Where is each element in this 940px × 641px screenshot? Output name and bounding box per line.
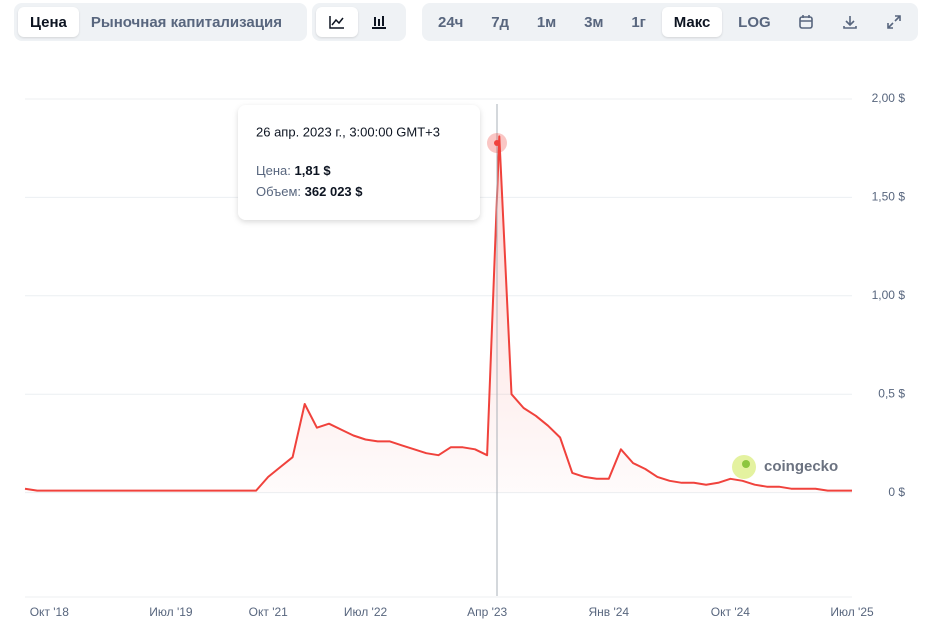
tooltip-label: Объем: <box>256 184 301 199</box>
y-tick-label: 0 $ <box>888 485 905 499</box>
watermark-logo <box>742 460 750 468</box>
hover-dot <box>494 140 500 146</box>
icon <box>329 16 344 29</box>
tab[interactable]: Рыночная капитализация <box>90 13 282 31</box>
range-button[interactable]: Макс <box>661 7 723 37</box>
line-icon-button[interactable] <box>316 7 358 37</box>
y-tick-label: 0,5 $ <box>878 386 905 400</box>
range-button[interactable]: 7д <box>491 13 510 31</box>
range-button[interactable]: 1г <box>631 13 646 31</box>
y-tick-label: 1,00 $ <box>872 288 906 302</box>
watermark: coingecko <box>732 455 838 479</box>
candle-icon-button[interactable] <box>358 7 400 37</box>
icon <box>799 15 814 29</box>
y-tick-label: 1,50 $ <box>872 190 906 204</box>
tooltip <box>238 105 480 220</box>
tooltip-price: Цена: 1,81 $ <box>256 163 331 178</box>
tooltip-volume: Объем: 362 023 $ <box>256 184 363 199</box>
range-button[interactable]: LOG <box>738 13 771 31</box>
range-selector: 24ч 7д 1м 3м 1г Макс LOG <box>422 3 918 41</box>
fullscreen-button[interactable] <box>874 7 914 37</box>
x-tick-label: Окт '21 <box>249 605 289 619</box>
price-line <box>24 135 852 492</box>
view-tabs: Цена Рыночная капитализация <box>14 3 307 41</box>
tooltip-value: 362 023 $ <box>305 184 364 199</box>
y-tick-label: 2,00 $ <box>872 91 906 105</box>
x-tick-label: Июл '22 <box>344 605 388 619</box>
x-tick-label: Окт '18 <box>30 605 70 619</box>
chart-style <box>312 3 406 41</box>
x-tick-label: Июл '25 <box>830 605 874 619</box>
tooltip-label: Цена: <box>256 163 291 178</box>
watermark-text: coingecko <box>764 458 838 475</box>
x-tick-label: Янв '24 <box>588 605 629 619</box>
icon <box>843 16 858 29</box>
price-area <box>25 136 852 493</box>
tooltip-value: 1,81 $ <box>295 163 332 178</box>
tooltip-box <box>238 105 480 220</box>
icon <box>887 15 901 29</box>
download-button[interactable] <box>830 7 870 37</box>
range-button[interactable]: 3м <box>584 13 604 31</box>
range-button[interactable]: 1м <box>536 13 557 31</box>
icon <box>372 16 386 29</box>
range-button[interactable]: 24ч <box>438 13 464 31</box>
calendar-button[interactable] <box>786 7 826 37</box>
x-tick-label: Июл '19 <box>149 605 193 619</box>
hover-halo <box>487 133 507 153</box>
x-tick-label: Апр '23 <box>467 605 507 619</box>
tab[interactable]: Цена <box>18 7 79 37</box>
tooltip-date: 26 апр. 2023 г., 3:00:00 GMT+3 <box>256 124 440 139</box>
watermark-logo <box>732 455 756 479</box>
x-tick-label: Окт '24 <box>711 605 751 619</box>
